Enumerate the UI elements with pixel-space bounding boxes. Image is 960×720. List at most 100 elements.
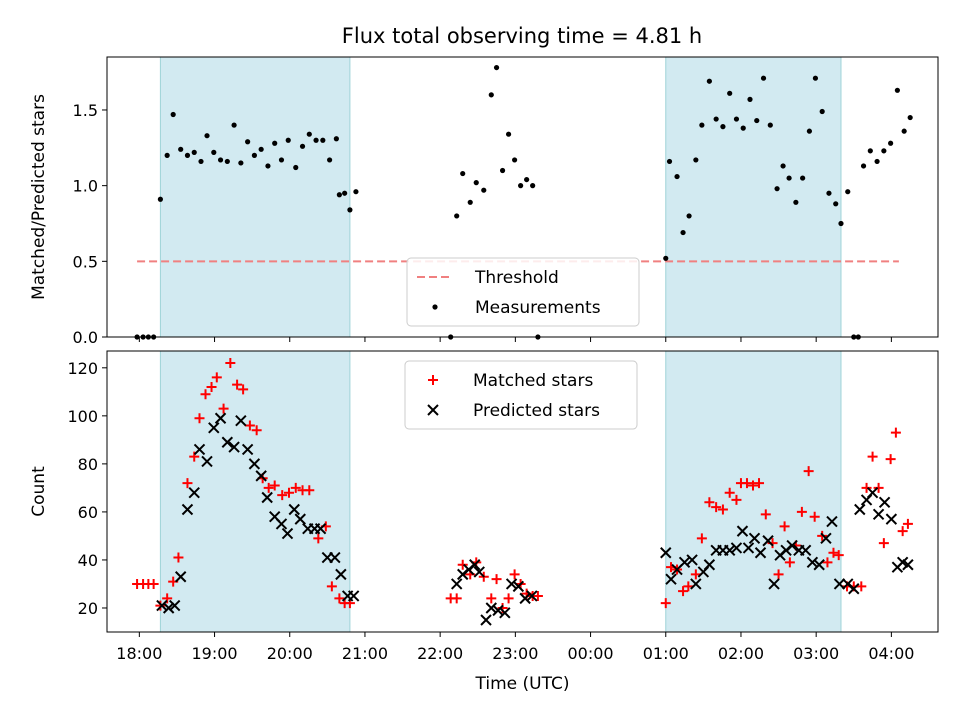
data-point (518, 183, 524, 189)
predicted-point (162, 602, 175, 614)
data-point (699, 122, 705, 128)
legend-label: Measurements (475, 298, 601, 318)
predicted-point (820, 532, 832, 545)
ratio-panel: 0.0 0.5 1.0 1.5 Matched/Predicted stars Thres… (29, 56, 939, 347)
matched-point (731, 494, 742, 505)
predicted-point (214, 412, 227, 424)
data-point (767, 122, 773, 128)
data-point (838, 220, 844, 227)
data-point (278, 157, 285, 163)
predicted-point (878, 496, 891, 509)
predicted-point (193, 443, 206, 456)
data-point (473, 180, 479, 186)
data-point (874, 158, 880, 165)
predicted-point (281, 527, 294, 540)
axes-frame (106, 56, 939, 338)
predicted-point (512, 580, 525, 593)
x-axis-label: Time (UTC) (475, 674, 570, 694)
predicted-point (678, 556, 691, 569)
predicted-point (813, 559, 825, 571)
matched-point (232, 379, 243, 390)
matched-point (326, 581, 337, 592)
y-tick-label: 1.0 (73, 177, 98, 196)
data-point (353, 189, 359, 195)
predicted-point (181, 503, 194, 516)
matched-point (784, 557, 795, 568)
predicted-point (526, 590, 538, 602)
matched-point (779, 521, 790, 532)
legend-swatch (432, 304, 438, 310)
data-point (251, 152, 257, 158)
shaded-interval (160, 351, 350, 632)
predicted-point (742, 542, 755, 554)
matched-point (206, 382, 217, 393)
matched-point (194, 413, 205, 424)
data-point (327, 157, 333, 163)
predicted-point (754, 547, 767, 559)
matched-point (760, 509, 771, 520)
shaded-interval (160, 57, 350, 337)
predicted-point (288, 503, 300, 516)
legend-box (404, 360, 638, 430)
predicted-point (275, 518, 288, 530)
legend-label: Predicted stars (473, 401, 600, 421)
data-point (881, 148, 887, 154)
y-tick-label: 20 (78, 599, 98, 618)
data-point (713, 116, 719, 122)
data-point (342, 190, 348, 196)
data-point (505, 131, 512, 137)
matched-point (218, 403, 229, 414)
predicted-point (480, 614, 492, 626)
predicted-point (228, 441, 240, 453)
data-point (760, 75, 767, 81)
predicted-point (469, 559, 481, 571)
predicted-point (174, 571, 187, 583)
data-point (454, 213, 460, 219)
data-point (901, 128, 907, 134)
x-tick-label: 22:00 (417, 644, 463, 663)
matched-point (828, 547, 839, 558)
data-point (320, 137, 326, 143)
x-tick-label: 01:00 (643, 644, 689, 663)
data-point (907, 114, 913, 121)
data-point (272, 140, 278, 146)
matched-point (724, 487, 735, 498)
data-point (217, 157, 224, 163)
data-point (806, 128, 813, 134)
data-point (231, 122, 237, 128)
legend: Matched stars Predicted stars (404, 360, 638, 430)
matched-point (334, 593, 345, 604)
x-tick-label: 23:00 (492, 644, 538, 663)
matched-point (660, 598, 671, 609)
predicted-point (473, 566, 485, 578)
predicted-point (768, 578, 780, 590)
predicted-point (833, 578, 846, 590)
predicted-point (690, 578, 702, 590)
data-point (467, 199, 473, 205)
predicted-point (241, 443, 254, 456)
matched-point (451, 593, 462, 604)
matched-point (263, 482, 274, 493)
shaded-interval (665, 57, 841, 337)
y-tick-label: 0.5 (73, 252, 98, 271)
matched-point (822, 557, 833, 568)
matched-point (211, 372, 222, 383)
data-point (800, 175, 806, 181)
matched-point (690, 569, 701, 580)
axes-frame (106, 350, 939, 633)
predicted-point (519, 592, 531, 605)
data-point (191, 149, 197, 155)
legend: Threshold Measurements (406, 257, 640, 327)
predicted-point (902, 559, 914, 571)
data-point (204, 133, 210, 139)
data-point (333, 136, 339, 142)
data-point (285, 137, 291, 143)
data-point (727, 90, 733, 96)
predicted-point (703, 559, 716, 571)
y-tick-label: 100 (67, 407, 98, 426)
data-point (347, 207, 353, 213)
predicted-point (168, 599, 181, 612)
matched-point (747, 480, 758, 491)
predicted-point (723, 544, 736, 557)
predicted-point (201, 455, 213, 468)
